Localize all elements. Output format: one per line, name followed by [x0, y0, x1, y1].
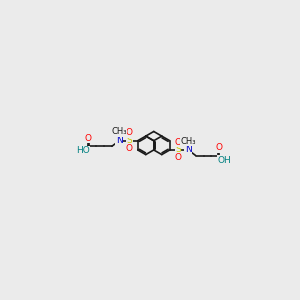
- Text: N: N: [116, 136, 123, 145]
- Text: CH₃: CH₃: [112, 128, 127, 136]
- Text: N: N: [185, 146, 192, 154]
- Text: O: O: [126, 128, 133, 137]
- Text: OH: OH: [218, 156, 232, 165]
- Text: O: O: [85, 134, 92, 143]
- Text: HO: HO: [76, 146, 90, 155]
- Text: O: O: [126, 144, 133, 153]
- Text: O: O: [216, 143, 223, 152]
- Text: S: S: [127, 136, 132, 145]
- Text: CH₃: CH₃: [181, 137, 196, 146]
- Text: S: S: [175, 146, 181, 154]
- Text: O: O: [175, 138, 182, 147]
- Text: O: O: [175, 153, 182, 162]
